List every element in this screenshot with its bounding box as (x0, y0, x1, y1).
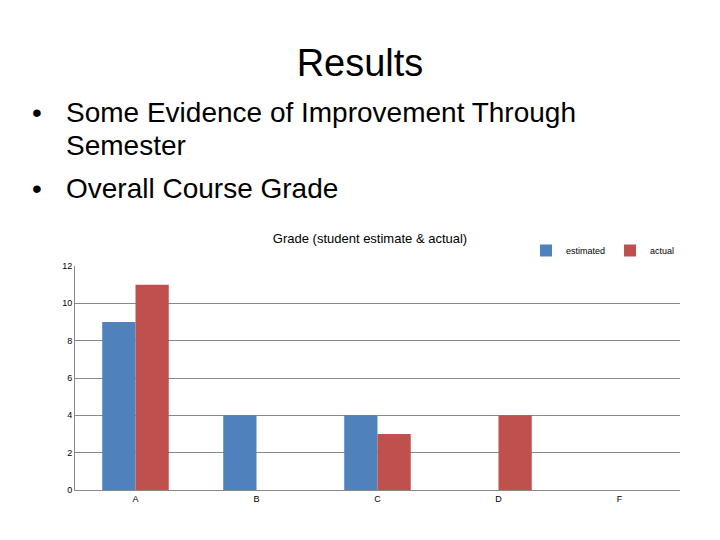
svg-text:A: A (132, 494, 138, 504)
svg-text:0: 0 (67, 485, 72, 495)
svg-text:estimated: estimated (566, 246, 605, 256)
html-text:Results: Results (296, 42, 424, 84)
svg-text:8: 8 (67, 336, 72, 346)
svg-text:4: 4 (67, 410, 72, 420)
svg-text:F: F (617, 494, 623, 504)
svg-text:actual: actual (650, 246, 674, 256)
html-text:Overall Course Grade: Overall Course Grade (66, 173, 339, 204)
svg-text:B: B (253, 494, 259, 504)
svg-text:C: C (374, 494, 381, 504)
svg-text:Grade (student estimate & actu: Grade (student estimate & actual) (273, 231, 467, 246)
svg-text:12: 12 (62, 261, 72, 271)
svg-text:10: 10 (62, 298, 72, 308)
svg-text:2: 2 (67, 448, 72, 458)
html-text:Some Evidence of Improvement T: Some Evidence of Improvement Through Sem… (66, 97, 576, 161)
svg-text:6: 6 (67, 373, 72, 383)
svg-text:D: D (495, 494, 502, 504)
